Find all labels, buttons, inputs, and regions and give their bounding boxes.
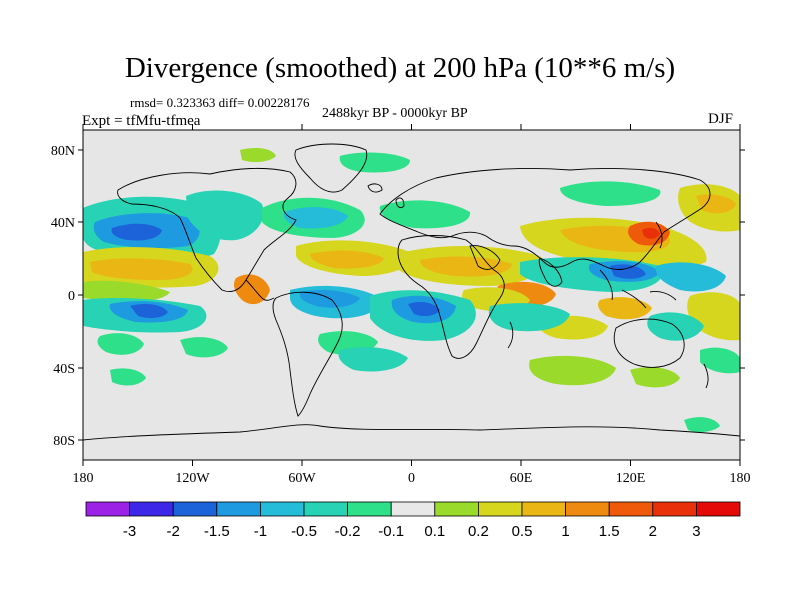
colorbar-label: 1 <box>561 523 569 540</box>
coast-antarctica <box>83 424 740 441</box>
field-red2-japan <box>642 227 660 239</box>
field-orange-atl-sub <box>310 250 384 269</box>
field-dblue-trop-pac <box>130 304 168 319</box>
colorbar-swatch <box>696 501 741 517</box>
field-dblue-s-atl <box>408 302 440 317</box>
field-blue-natlantic <box>283 207 348 229</box>
field-cyan-siberia <box>560 181 661 206</box>
coast-madagascar <box>507 321 514 349</box>
field-cyan-arctic1 <box>339 152 410 173</box>
stats-text: rmsd= 0.323363 diff= 0.00228176 <box>130 95 310 110</box>
lat-tick-label: 80S <box>53 434 75 449</box>
field-dblue-indian <box>610 264 646 279</box>
coast-se-asia <box>599 269 677 309</box>
coast-iceland <box>367 183 383 193</box>
field-orange-ne-pac2 <box>696 194 736 214</box>
lat-tick-label: 80N <box>51 144 75 159</box>
map-title: Divergence (smoothed) at 200 hPa (10**6 … <box>124 52 676 84</box>
lat-tick-label: 40N <box>51 216 75 231</box>
field-cyan-spac3 <box>110 368 146 386</box>
coast-india <box>538 257 563 287</box>
period-label: 2488kyr BP - 0000kyr BP <box>322 106 468 121</box>
colorbar-label: -2 <box>167 523 180 540</box>
lon-tick-label: 120E <box>616 471 646 486</box>
coast-arabia <box>469 245 501 270</box>
colorbar-swatch <box>85 501 130 517</box>
colorbar-label: -1.5 <box>204 523 230 540</box>
coast-north-america <box>117 167 297 292</box>
colorbar-label: 0.2 <box>468 523 489 540</box>
coast-uk <box>395 197 405 209</box>
season-label: DJF <box>708 111 734 127</box>
field-orange-npac-sub <box>90 258 193 280</box>
lon-tick-label: 60E <box>510 471 533 486</box>
lat-tick-label: 0 <box>68 289 75 304</box>
lon-tick-label: 180 <box>73 471 94 486</box>
longitude-axis: 180 120W 60W 0 60E 120E 180 <box>73 124 751 486</box>
colorbar-label: 3 <box>692 523 700 540</box>
colorbar-swatch <box>259 501 305 517</box>
colorbar-label: -3 <box>123 523 136 540</box>
coast-greenland <box>294 143 368 193</box>
lon-tick-label: 180 <box>730 471 751 486</box>
colorbar-label: -0.1 <box>378 523 404 540</box>
colorbar-label: 2 <box>649 523 657 540</box>
divergence-fields <box>83 148 740 433</box>
colorbar-label: -0.5 <box>291 523 317 540</box>
coast-new-zealand <box>703 363 709 389</box>
field-cyan-spac1 <box>97 333 144 355</box>
experiment-label: Expt = tfMfu-tfmea <box>82 113 201 129</box>
colorbar-swatch <box>477 501 523 517</box>
field-yellow-spac-west <box>83 280 170 302</box>
field-cyan-spac2 <box>180 337 228 358</box>
field-cyan-spac5 <box>684 417 720 433</box>
colorbar-label: 0.5 <box>512 523 533 540</box>
field-cyan-namerica <box>186 190 264 241</box>
coastlines <box>83 143 740 441</box>
colorbar-swatch <box>390 501 436 517</box>
colorbar-swatch <box>434 501 479 517</box>
field-green-arctic2 <box>240 148 276 163</box>
colorbar-swatch <box>347 501 392 517</box>
latitude-axis: 80N 40N 0 40S 80S <box>51 144 745 449</box>
lon-tick-label: 120W <box>175 471 210 486</box>
colorbar-swatch <box>521 501 566 517</box>
colorbar-swatch <box>216 501 261 517</box>
coast-australia <box>613 318 685 368</box>
colorbar-swatch <box>608 501 654 517</box>
lon-tick-label: 0 <box>408 471 415 486</box>
coast-japan <box>655 221 663 249</box>
colorbar-swatch <box>172 501 218 517</box>
colorbar-swatch <box>129 501 174 517</box>
field-orange-africa-n <box>420 256 512 277</box>
colorbar-label: -0.2 <box>335 523 361 540</box>
field-cyan-s-atl2 <box>338 347 408 372</box>
coast-europe-asia <box>379 167 711 270</box>
colorbar: -3 -2 -1.5 -1 -0.5 -0.2 -0.1 0.1 0.2 0.5 1 1.5 2 3 <box>85 501 741 540</box>
field-cyan-s-indian2 <box>488 303 570 332</box>
colorbar-label: 0.1 <box>424 523 445 540</box>
colorbar-swatch <box>652 501 697 517</box>
lon-tick-label: 60W <box>288 471 316 486</box>
field-cyan-spac4 <box>700 347 740 374</box>
coast-south-america <box>272 291 343 417</box>
field-cyan-se-asia <box>655 262 726 292</box>
field-darkblue-npacific <box>111 223 162 241</box>
field-green-s-ocean <box>630 367 680 388</box>
coast-africa <box>397 235 505 359</box>
colorbar-label: 1.5 <box>599 523 620 540</box>
lat-tick-label: 40S <box>53 362 75 377</box>
colorbar-swatch <box>565 501 610 517</box>
coast-central-america <box>245 279 275 301</box>
colorbar-label: -1 <box>254 523 267 540</box>
field-green-s-indian <box>529 355 616 386</box>
field-orange-s-indian <box>598 297 652 320</box>
colorbar-swatch <box>303 501 348 517</box>
